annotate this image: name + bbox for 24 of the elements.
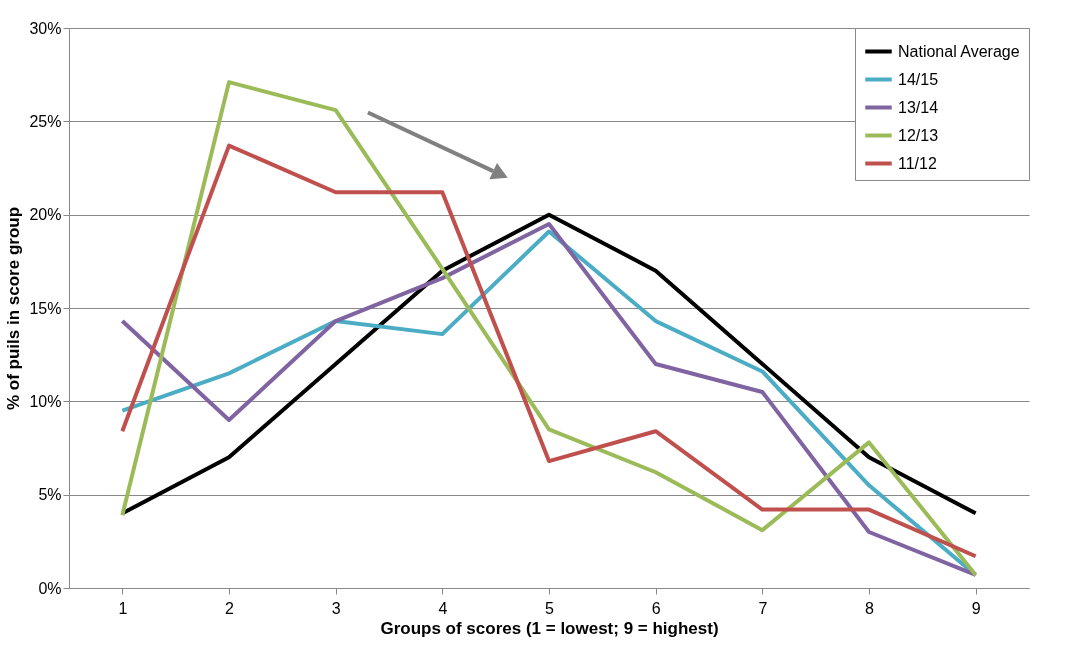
x-tick-label: 5 bbox=[545, 599, 555, 617]
x-tick-label: 3 bbox=[331, 599, 341, 617]
legend-label: National Average bbox=[898, 42, 1020, 60]
x-tick-label: 8 bbox=[865, 599, 875, 617]
x-tick-label: 7 bbox=[758, 599, 768, 617]
legend-label: 11/12 bbox=[898, 154, 937, 172]
x-tick-label: 9 bbox=[971, 599, 981, 617]
y-tick-label: 0% bbox=[38, 579, 62, 597]
y-tick-label: 20% bbox=[29, 206, 62, 224]
y-tick-label: 25% bbox=[29, 112, 62, 130]
y-tick-label: 30% bbox=[29, 19, 62, 37]
legend-label: 13/14 bbox=[898, 98, 939, 116]
line-series bbox=[120, 143, 978, 559]
y-tick-label: 10% bbox=[29, 392, 62, 410]
y-tick-label: 5% bbox=[38, 486, 62, 504]
y-tick-label: 15% bbox=[29, 299, 62, 317]
legend-label: 14/15 bbox=[898, 70, 939, 88]
x-tick-label: 1 bbox=[118, 599, 128, 617]
x-tick-label: 6 bbox=[651, 599, 661, 617]
x-tick-label: 2 bbox=[225, 599, 235, 617]
x-axis-title: Groups of scores (1 = lowest; 9 = highest) bbox=[380, 618, 719, 638]
legend-label: 12/13 bbox=[898, 126, 939, 144]
x-tick-label: 4 bbox=[438, 599, 448, 617]
y-axis-title: % of puils in score group bbox=[4, 206, 24, 411]
